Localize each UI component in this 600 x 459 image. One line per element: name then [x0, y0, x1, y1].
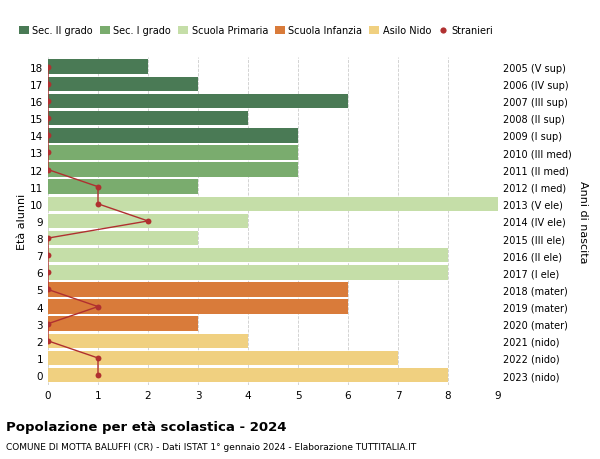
Bar [48, 334, 248, 348]
Bar [48, 180, 198, 195]
Point [43, 235, 53, 242]
Point [43, 269, 53, 276]
Point [93, 372, 103, 379]
Point [43, 320, 53, 328]
Bar [48, 300, 348, 314]
Bar [48, 317, 198, 331]
Point [93, 201, 103, 208]
Point [93, 354, 103, 362]
Point [43, 286, 53, 293]
Bar [48, 265, 448, 280]
Point [43, 150, 53, 157]
Point [43, 81, 53, 89]
Point [43, 132, 53, 140]
Point [43, 64, 53, 71]
Legend: Sec. II grado, Sec. I grado, Scuola Primaria, Scuola Infanzia, Asilo Nido, Stran: Sec. II grado, Sec. I grado, Scuola Prim… [17, 24, 496, 39]
Point [43, 115, 53, 123]
Point [43, 167, 53, 174]
Point [143, 218, 153, 225]
Bar [48, 351, 398, 365]
Bar [48, 197, 498, 212]
Text: COMUNE DI MOTTA BALUFFI (CR) - Dati ISTAT 1° gennaio 2024 - Elaborazione TUTTITA: COMUNE DI MOTTA BALUFFI (CR) - Dati ISTA… [6, 442, 416, 451]
Bar [48, 283, 348, 297]
Bar [48, 146, 298, 160]
Point [93, 184, 103, 191]
Y-axis label: Età alunni: Età alunni [17, 193, 27, 250]
Point [43, 252, 53, 259]
Bar [48, 78, 198, 92]
Bar [48, 61, 148, 75]
Bar [48, 214, 248, 229]
Bar [48, 112, 248, 126]
Bar [48, 129, 298, 143]
Point [43, 337, 53, 345]
Bar [48, 95, 348, 109]
Y-axis label: Anni di nascita: Anni di nascita [578, 180, 588, 263]
Bar [48, 248, 448, 263]
Bar [48, 163, 298, 178]
Bar [48, 368, 448, 382]
Point [93, 303, 103, 311]
Point [43, 98, 53, 106]
Bar [48, 231, 198, 246]
Text: Popolazione per età scolastica - 2024: Popolazione per età scolastica - 2024 [6, 420, 287, 433]
